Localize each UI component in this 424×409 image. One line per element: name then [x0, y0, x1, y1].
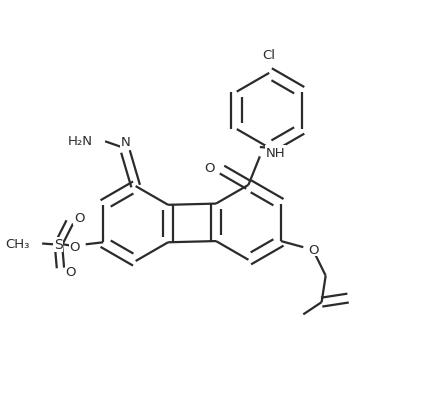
- Text: O: O: [65, 265, 76, 278]
- Text: O: O: [309, 243, 319, 256]
- Text: O: O: [204, 162, 215, 175]
- Text: NH: NH: [265, 146, 285, 160]
- Text: H₂N: H₂N: [68, 134, 93, 147]
- Text: S: S: [54, 238, 63, 252]
- Text: Cl: Cl: [263, 49, 276, 62]
- Text: N: N: [120, 136, 130, 149]
- Text: O: O: [70, 240, 80, 253]
- Text: CH₃: CH₃: [6, 237, 30, 250]
- Text: O: O: [74, 212, 84, 225]
